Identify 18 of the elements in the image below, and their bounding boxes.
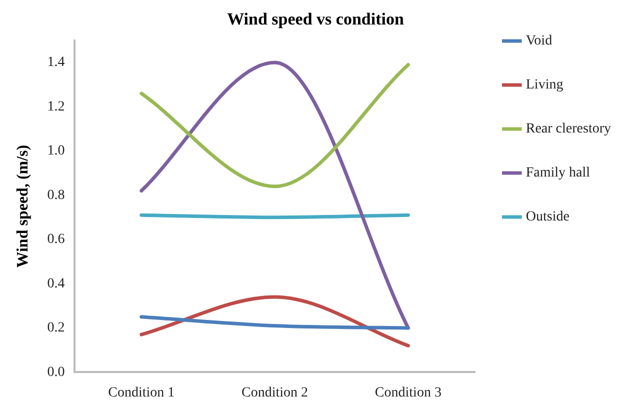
x-tick-label: Condition 3 xyxy=(374,385,442,400)
y-axis-title: Wind speed, (m/s) xyxy=(14,144,32,268)
y-tick-label: 0.0 xyxy=(47,364,65,380)
x-tick-label: Condition 1 xyxy=(108,385,175,400)
legend-label: Living xyxy=(526,78,564,93)
y-tick-label: 0.8 xyxy=(47,188,65,203)
legend-label: Outside xyxy=(526,210,570,225)
y-tick-label: 0.2 xyxy=(47,320,65,336)
x-tick-label: Condition 2 xyxy=(242,385,308,400)
y-tick-label: 0.6 xyxy=(47,232,65,248)
y-tick-label: 0.4 xyxy=(47,276,65,292)
chart-title: Wind speed vs condition xyxy=(227,10,404,29)
legend-label: Rear clerestory xyxy=(526,122,612,137)
y-tick-label: 1.0 xyxy=(47,144,65,159)
legend-label: Family hall xyxy=(526,166,590,181)
legend-label: Void xyxy=(526,34,552,49)
y-tick-label: 1.2 xyxy=(47,99,65,114)
y-tick-label: 1.4 xyxy=(47,55,65,70)
